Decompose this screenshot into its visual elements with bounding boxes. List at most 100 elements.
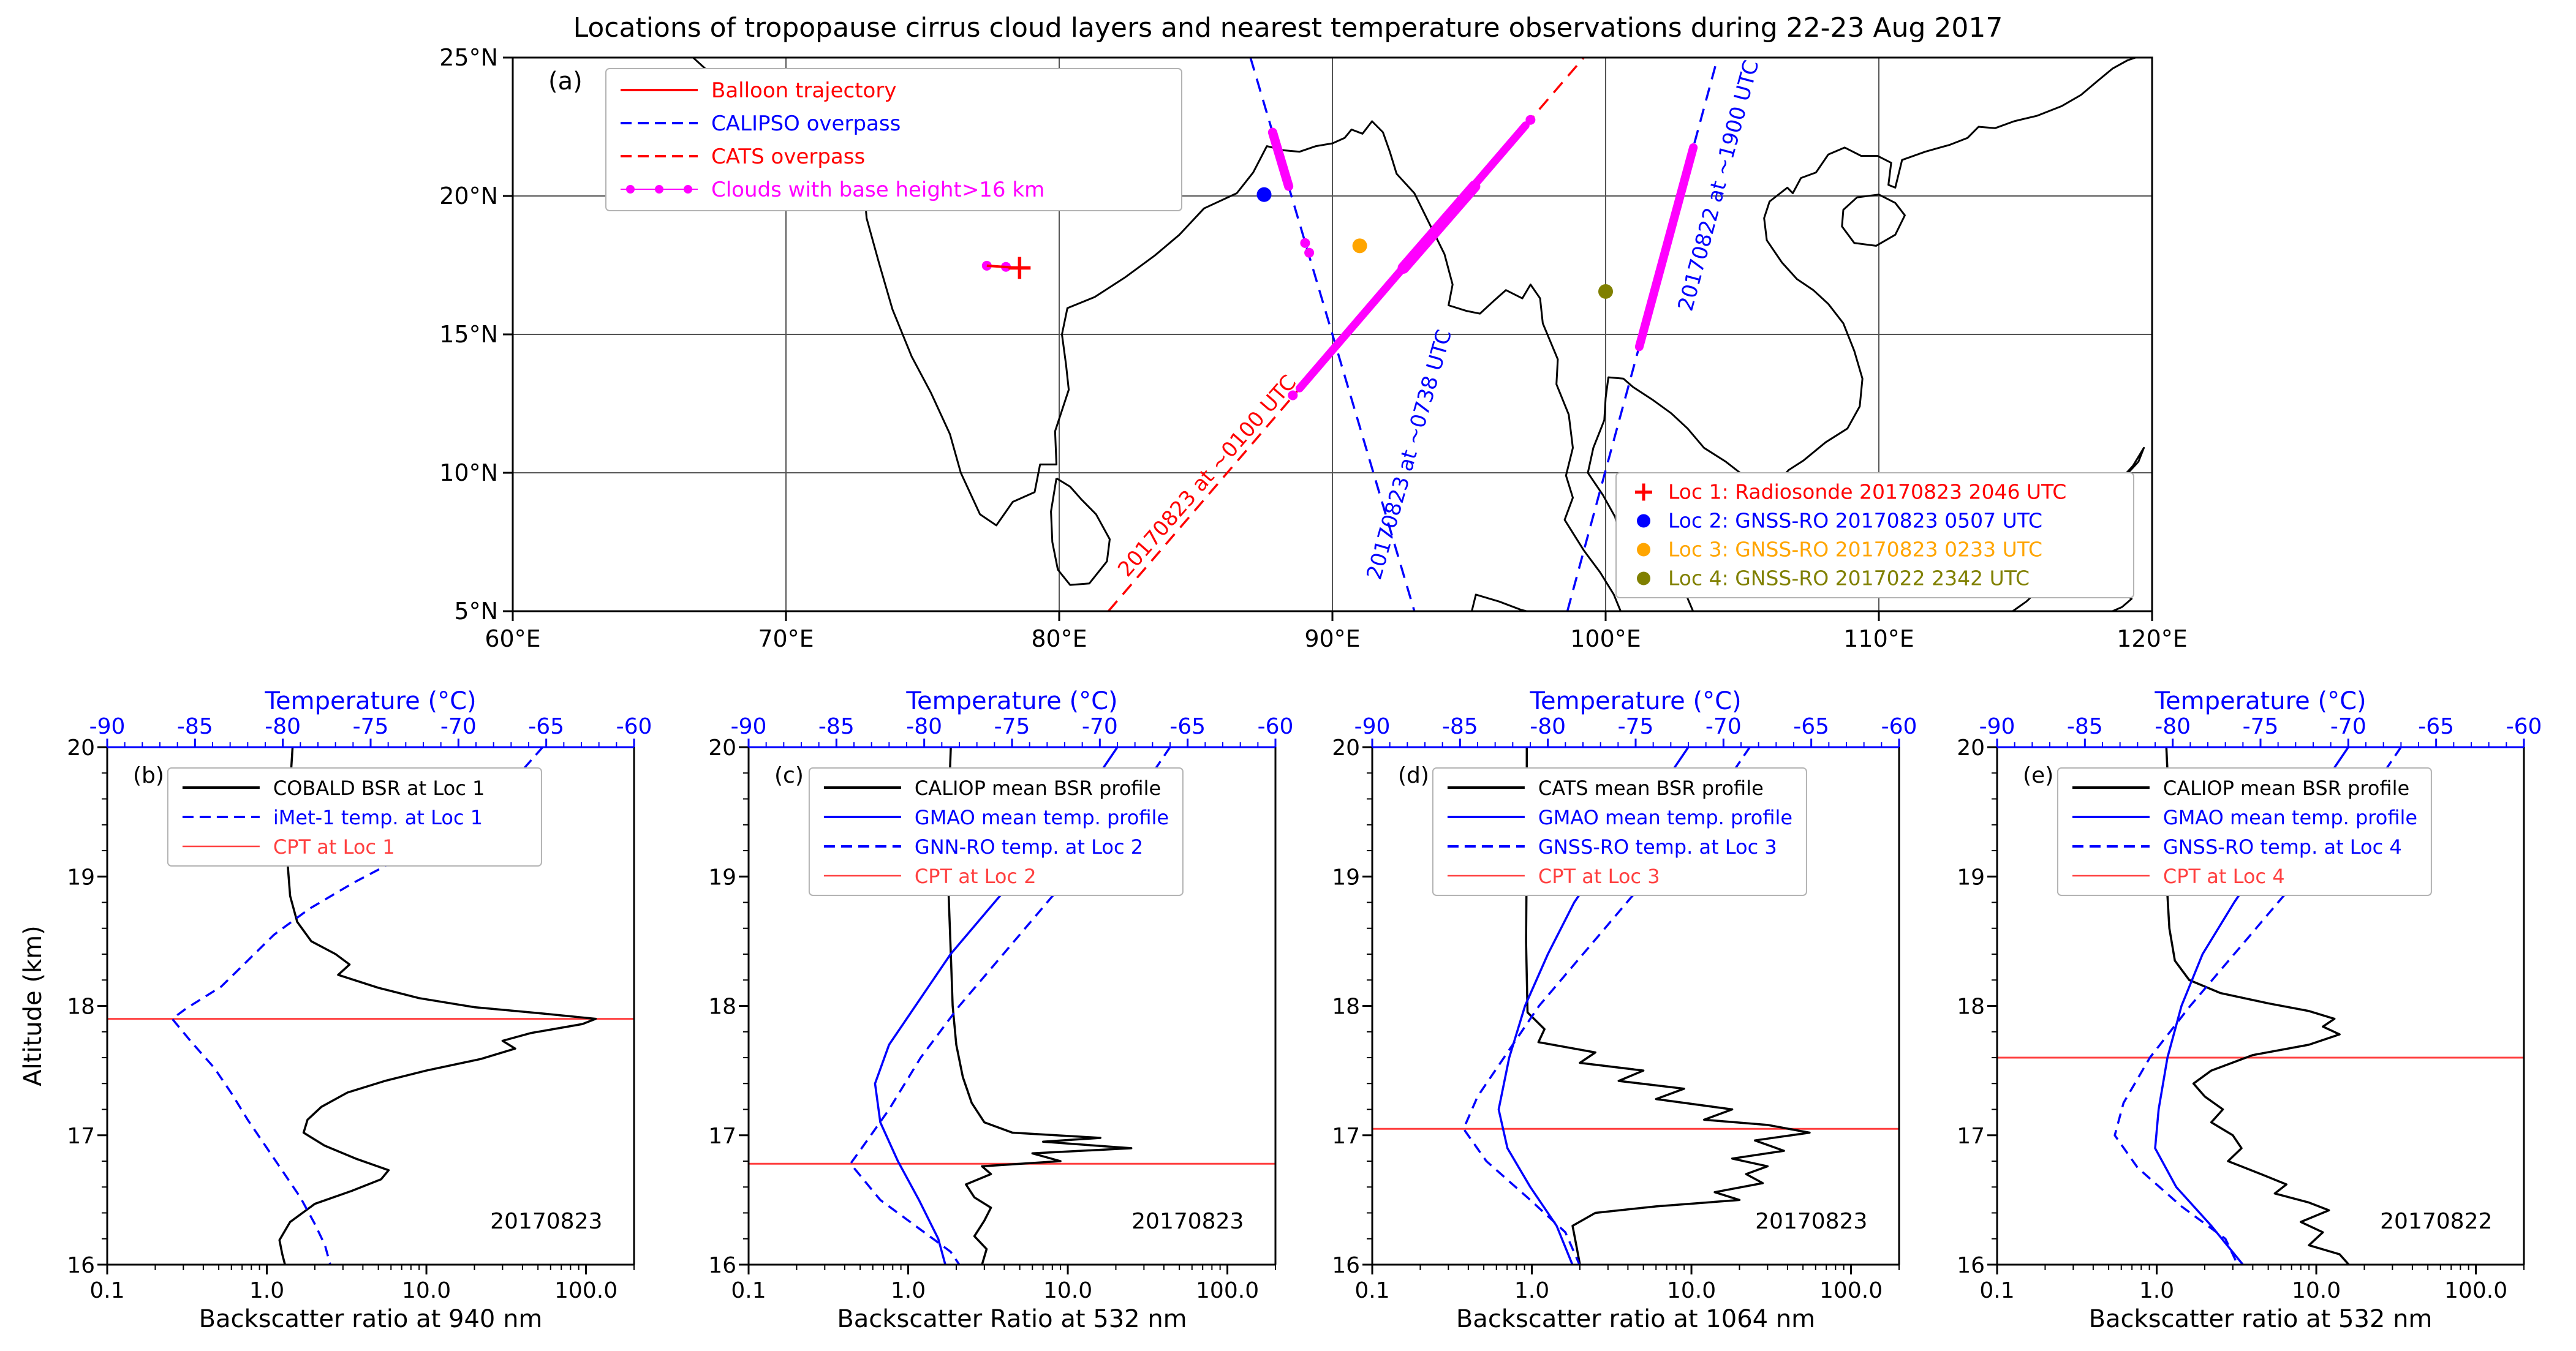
alt-tick-label: 17: [67, 1124, 95, 1149]
temp-tick-label: -60: [616, 714, 652, 739]
bsr-tick-label: 10.0: [402, 1278, 451, 1303]
legend-label: GNSS-RO temp. at Loc 3: [1538, 835, 1777, 859]
figure-title: Locations of tropopause cirrus cloud lay…: [573, 12, 2003, 43]
temp-tick-label: -60: [2506, 714, 2542, 739]
alt-tick-label: 18: [708, 995, 736, 1020]
profile-panel-e: 0.1 1.0 10.0 100.0 16 17 18 19 20-90 -85 -80 -75 -70…: [1957, 687, 2542, 1333]
map-lat-tick-label: 10°N: [439, 459, 498, 486]
alt-tick-label: 16: [67, 1253, 95, 1278]
temp-tick-label: -90: [1354, 714, 1391, 739]
map-lon-tick-label: 70°E: [758, 625, 814, 652]
date-label: 20170823: [490, 1209, 602, 1234]
legend-label: GMAO mean temp. profile: [1538, 806, 1792, 829]
loc2-gnssro-marker: [1256, 187, 1272, 202]
alt-tick-label: 19: [67, 865, 95, 890]
temp-tick-label: -60: [1881, 714, 1917, 739]
date-label: 20170822: [2380, 1209, 2492, 1234]
series-cats-bsr: [1525, 747, 1811, 1265]
map-legend-tracks: Balloon trajectory CALIPSO overpass CATS o…: [605, 68, 1182, 211]
panel-tag: (b): [133, 763, 164, 788]
temp-axis-title: Temperature (°C): [264, 687, 476, 715]
legend-label: CPT at Loc 1: [273, 835, 395, 859]
alt-tick-label: 20: [1332, 736, 1360, 761]
bsr-tick-label: 10.0: [1667, 1278, 1716, 1303]
alt-tick-label: 16: [708, 1253, 736, 1278]
alt-tick-label: 18: [1957, 995, 1985, 1020]
bsr-tick-label: 1.0: [1514, 1278, 1549, 1303]
panel-tag: (d): [1398, 763, 1429, 788]
temp-tick-label: -65: [2418, 714, 2454, 739]
coastline: [1841, 194, 1906, 247]
legend-frame: [808, 767, 1184, 896]
temp-tick-label: -65: [1793, 714, 1829, 739]
legend-frame: [605, 68, 1182, 211]
temp-tick-label: -70: [1082, 714, 1118, 739]
legend-frame: [167, 767, 542, 867]
legend-label: GNN-RO temp. at Loc 2: [915, 835, 1143, 859]
alt-tick-label: 17: [708, 1124, 736, 1149]
temp-tick-label: -60: [1258, 714, 1294, 739]
track-label: 20170823 at ~0738 UTC: [1362, 327, 1457, 582]
alt-tick-label: 19: [1957, 865, 1985, 890]
panel-legend: COBALD BSR at Loc 1 iMet-1 temp. at Loc 1…: [167, 767, 542, 867]
coastline: [1471, 593, 1527, 611]
panel-legend: CATS mean BSR profile GMAO mean temp. pro…: [1432, 767, 1807, 896]
temp-tick-label: -75: [1618, 714, 1654, 739]
legend-label: Loc 1: Radiosonde 20170823 2046 UTC: [1668, 480, 2066, 504]
legend-label: CPT at Loc 4: [2163, 865, 2285, 888]
loc3-gnssro-marker: [1352, 238, 1367, 254]
map-lon-tick-label: 110°E: [1843, 625, 1914, 652]
panel-legend: CALIOP mean BSR profile GMAO mean temp. p…: [808, 767, 1184, 896]
temp-tick-label: -65: [1169, 714, 1206, 739]
bsr-axis-title: Backscatter ratio at 1064 nm: [1456, 1305, 1815, 1333]
temp-tick-label: -85: [1442, 714, 1478, 739]
map-lon-tick-label: 120°E: [2117, 625, 2188, 652]
legend-label: GNSS-RO temp. at Loc 4: [2163, 835, 2402, 859]
temp-tick-label: -85: [177, 714, 213, 739]
legend-label: GMAO mean temp. profile: [915, 806, 1169, 829]
legend-label: CALIOP mean BSR profile: [2163, 777, 2409, 800]
temp-tick-label: -70: [1705, 714, 1742, 739]
alt-tick-label: 16: [1957, 1253, 1985, 1278]
temp-tick-label: -75: [2243, 714, 2279, 739]
legend-frame: [1615, 472, 2134, 598]
bsr-tick-label: 1.0: [891, 1278, 926, 1303]
bsr-tick-label: 1.0: [2139, 1278, 2174, 1303]
temp-tick-label: -65: [528, 714, 564, 739]
temp-axis-title: Temperature (°C): [1529, 687, 1741, 715]
series-cobald-bsr: [278, 747, 597, 1265]
cloud-segment: [1397, 180, 1481, 274]
panel-tag: (e): [2023, 763, 2053, 788]
legend-label: Loc 2: GNSS-RO 20170823 0507 UTC: [1668, 509, 2042, 533]
alt-tick-label: 17: [1957, 1124, 1985, 1149]
temp-tick-label: -85: [818, 714, 855, 739]
coastline: [1050, 477, 1111, 586]
panel-legend: CALIOP mean BSR profile GMAO mean temp. p…: [2057, 767, 2432, 896]
legend-frame: [1432, 767, 1807, 896]
map-legend-locations: Loc 1: Radiosonde 20170823 2046 UTC Loc 2…: [1615, 472, 2134, 598]
map-lat-tick-label: 25°N: [439, 44, 498, 71]
bsr-tick-label: 100.0: [554, 1278, 618, 1303]
temp-tick-label: -75: [994, 714, 1030, 739]
temp-tick-label: -80: [2155, 714, 2191, 739]
date-label: 20170823: [1131, 1209, 1244, 1234]
map-lat-tick-label: 20°N: [439, 183, 498, 209]
bsr-tick-label: 0.1: [89, 1278, 124, 1303]
bsr-axis-title: Backscatter Ratio at 532 nm: [837, 1305, 1187, 1333]
temp-tick-label: -80: [265, 714, 301, 739]
cloud-segment: [1267, 127, 1294, 191]
legend-label: iMet-1 temp. at Loc 1: [273, 806, 483, 829]
temp-tick-label: -90: [731, 714, 767, 739]
map-lon-tick-label: 90°E: [1304, 625, 1360, 652]
temp-tick-label: -80: [906, 714, 942, 739]
legend-label: Loc 4: GNSS-RO 2017022 2342 UTC: [1668, 566, 2030, 590]
map-lon-tick-label: 80°E: [1031, 625, 1087, 652]
profile-panel-c: 0.1 1.0 10.0 100.0 16 17 18 19 20-90 -85 -80 -75 -70…: [708, 687, 1293, 1333]
legend-label: CATS overpass: [711, 145, 865, 169]
legend-label: COBALD BSR at Loc 1: [273, 777, 485, 800]
temp-tick-label: -70: [2330, 714, 2366, 739]
temp-tick-label: -75: [353, 714, 389, 739]
legend-label: Balloon trajectory: [711, 78, 896, 103]
legend-label: Clouds with base height>16 km: [711, 178, 1044, 202]
